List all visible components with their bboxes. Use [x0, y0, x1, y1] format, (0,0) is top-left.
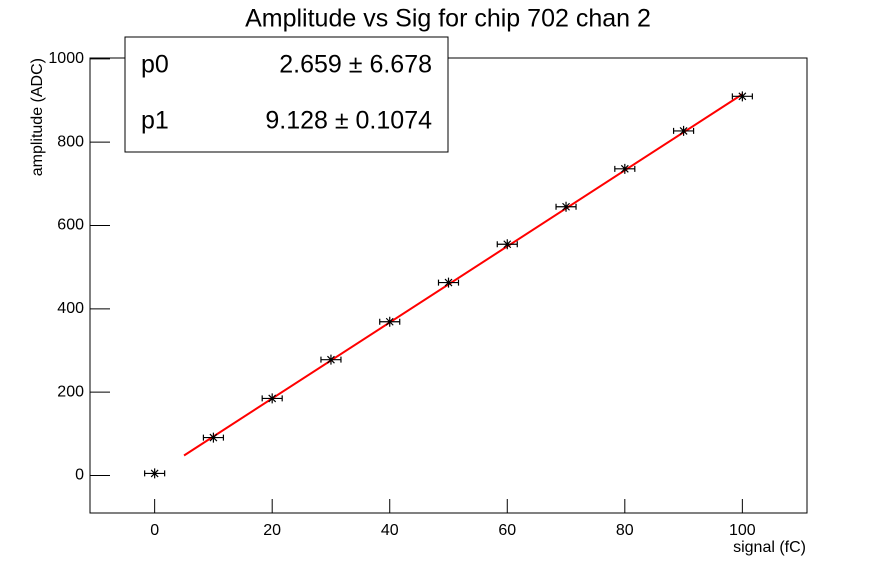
data-point — [731, 91, 753, 102]
data-point — [144, 468, 166, 479]
y-tick-label: 1000 — [48, 50, 84, 67]
data-point — [202, 432, 225, 443]
x-tick-label: 60 — [498, 522, 516, 539]
x-tick-label: 100 — [729, 522, 756, 539]
chart-title: Amplitude vs Sig for chip 702 chan 2 — [245, 5, 651, 33]
x-tick-label: 80 — [616, 522, 634, 539]
stats-box — [124, 36, 449, 153]
stats-name: p0 — [141, 51, 169, 79]
stats-value: 2.659 ± 6.678 — [279, 51, 432, 79]
data-point — [437, 277, 460, 288]
fit-line — [183, 93, 743, 457]
data-point — [379, 316, 401, 327]
x-tick-label: 40 — [381, 522, 399, 539]
y-tick-label: 800 — [57, 133, 84, 150]
y-tick-label: 0 — [75, 467, 84, 484]
data-point — [614, 163, 636, 174]
data-point — [320, 354, 342, 365]
y-axis-label: amplitude (ADC) — [29, 58, 46, 176]
data-point — [496, 239, 518, 250]
data-point — [261, 393, 283, 404]
stats-name: p1 — [141, 107, 169, 135]
y-tick-label: 400 — [57, 300, 84, 317]
y-tick-label: 200 — [57, 383, 84, 400]
data-point — [672, 125, 695, 136]
x-axis-label: signal (fC) — [733, 539, 806, 556]
x-tick-label: 0 — [150, 522, 159, 539]
data-point — [555, 201, 577, 212]
y-tick-label: 600 — [57, 217, 84, 234]
x-tick-label: 20 — [263, 522, 281, 539]
stats-value: 9.128 ± 0.1074 — [265, 107, 432, 135]
